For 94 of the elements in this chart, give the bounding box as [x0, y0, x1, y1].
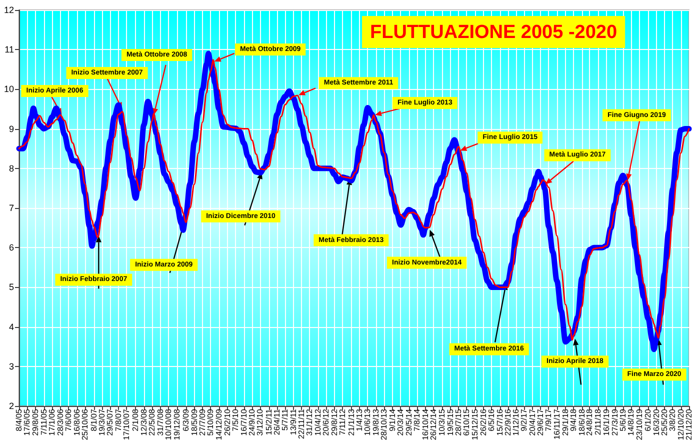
y-tick-label: 6: [8, 242, 14, 253]
x-tick-label: 7/5/10: [231, 408, 240, 432]
y-tick-label: 10: [4, 84, 14, 94]
y-tick-label: 3: [8, 361, 14, 372]
x-tick-label: 31/1/12: [305, 408, 314, 436]
x-tick-label: 23/10/19: [634, 408, 644, 440]
x-tick-label: 6/1/20: [644, 408, 653, 432]
x-tick-label: 25/10/06: [80, 408, 90, 440]
x-tick-label: 20/6/12: [322, 408, 331, 436]
x-tick-label: 15/12/15: [470, 408, 480, 440]
x-tick-label: 7/8/07: [114, 408, 123, 432]
x-tick-label: 17/1/06: [48, 408, 57, 436]
text: FLUTTUAZIONE 2005 -2020: [370, 22, 618, 43]
x-tick-label: 15/7/16: [495, 408, 504, 436]
x-tick-label: 19/5/15: [446, 408, 455, 436]
y-tick-label: 7: [8, 203, 14, 213]
y-tick-label: 5: [8, 282, 14, 292]
x-tick-label: 16/1/19: [602, 408, 612, 436]
x-tick-label: 20/3/14: [396, 408, 406, 436]
x-tick-label: 31/7/08: [156, 408, 165, 436]
x-tick-label: 22/11/11: [297, 408, 306, 439]
x-tick-label: 22/5/08: [148, 408, 157, 436]
x-tick-label: 27/7/09: [198, 408, 207, 436]
x-tick-label: 12/3/08: [139, 408, 148, 436]
x-tick-label: 29/5/07: [106, 408, 115, 436]
x-tick-label: 21/12/20: [684, 408, 694, 440]
y-tick-label: 2: [8, 401, 14, 411]
x-tick-label: 6/5/16: [487, 408, 496, 432]
x-tick-label: 2/1/08: [131, 408, 140, 432]
x-tick-label: 7/6/06: [64, 408, 74, 432]
x-tick-label: 6/3/09: [181, 408, 190, 432]
x-tick-label: 16/7/10: [239, 408, 248, 436]
y-tick-label: 4: [8, 322, 14, 332]
x-tick-label: 29/1/18: [561, 408, 570, 436]
y-tick-label: 9: [8, 124, 14, 134]
y-tick-label: 8: [8, 163, 14, 174]
x-tick-label: 3/8/20: [668, 408, 678, 432]
x-tick-label: 3/12/10: [256, 408, 265, 436]
x-tick-label: 13/9/11: [288, 408, 298, 436]
x-tick-label: 21/1/13: [346, 408, 356, 436]
x-tick-label: 29/8/12: [330, 408, 339, 436]
x-tick-label: 19/8/13: [371, 408, 380, 436]
x-tick-label: 10/6/13: [363, 408, 372, 436]
x-tick-label: 19/12/08: [172, 408, 182, 440]
x-tick-label: 14/12/09: [214, 408, 224, 440]
x-tick-label: 10/3/15: [438, 408, 447, 436]
x-tick-label: 1/4/13: [354, 408, 364, 432]
x-tick-label: 19/3/07: [97, 408, 106, 436]
x-tick-label: 16/8/06: [72, 408, 82, 436]
x-tick-label: 1/12/16: [512, 408, 521, 436]
x-tick-label: 9/1/14: [388, 408, 398, 432]
x-tick-label: 26/2/10: [223, 408, 232, 436]
y-tick-label: 11: [4, 44, 14, 55]
x-tick-label: 28/10/13: [380, 408, 389, 440]
x-tick-label: 28/3/06: [56, 408, 65, 436]
x-tick-label: 22/9/16: [503, 408, 512, 436]
x-tick-label: 15/2/11: [264, 408, 274, 436]
x-tick-label: 7/8/14: [412, 408, 422, 432]
x-tick-label: 14/8/19: [626, 408, 636, 436]
x-tick-label: 5/7/11: [280, 408, 290, 431]
x-tick-label: 24/9/10: [248, 408, 257, 436]
x-tick-label: 7/11/12: [338, 408, 348, 436]
x-tick-label: 12/10/20: [676, 408, 686, 440]
x-tick-label: 26/12/14: [429, 408, 438, 440]
x-tick-label: 16/10/14: [420, 408, 430, 440]
x-tick-label: 9/2/17: [520, 408, 529, 432]
x-tick-label: 8/4/05: [14, 408, 24, 432]
x-tick-label: 10/10/08: [164, 408, 174, 440]
x-tick-label: 27/3/19: [610, 408, 620, 436]
x-tick-label: 29/5/14: [404, 408, 414, 436]
x-tick-label: 6/10/15: [462, 408, 472, 436]
x-tick-label: 25/5/20: [660, 408, 669, 436]
x-tick-label: 5/10/09: [206, 408, 216, 436]
x-tick-label: 24/8/18: [585, 408, 594, 436]
x-tick-label: 20/4/17: [528, 408, 537, 436]
x-tick-label: 9/4/18: [569, 408, 578, 432]
x-tick-label: 10/4/12: [313, 408, 322, 436]
x-tick-label: 7/11/05: [39, 408, 48, 436]
x-tick-label: 8/1/07: [89, 408, 98, 432]
x-tick-label: 16/3/20: [652, 408, 661, 436]
x-tick-label: 5/6/19: [618, 408, 628, 432]
x-tick-label: 2/11/18: [593, 408, 602, 436]
x-tick-label: 16/11/17: [552, 408, 562, 440]
x-tick-label: 28/7/15: [454, 408, 464, 436]
x-tick-label: 7/9/17: [544, 408, 554, 432]
x-tick-label: 17/10/07: [122, 408, 132, 440]
x-tick-label: 26/4/11: [272, 408, 282, 436]
x-tick-label: 29/6/17: [536, 408, 546, 436]
x-tick-label: 17/6/05: [22, 408, 32, 436]
x-tick-label: 26/2/16: [478, 408, 488, 436]
x-tick-label: 18/6/18: [577, 408, 586, 436]
x-tick-label: 18/5/09: [190, 408, 199, 436]
y-tick-label: 12: [4, 5, 14, 15]
x-tick-label: 29/8/05: [31, 408, 40, 436]
